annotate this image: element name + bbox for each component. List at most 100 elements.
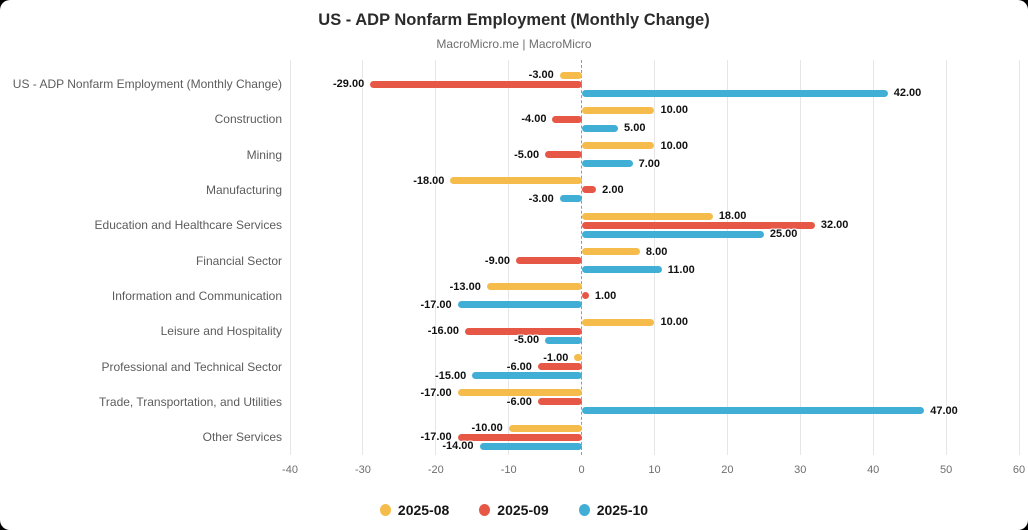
legend-marker-icon [379,504,391,516]
chart-title: US - ADP Nonfarm Employment (Monthly Cha… [318,11,710,29]
bar-2025-09-1[interactable] [370,80,582,88]
bar-2025-08-9[interactable] [574,354,582,362]
bar-2025-10-5[interactable] [581,230,764,238]
x-tick-label: -10 [500,464,517,476]
bar-2025-08-8[interactable] [581,318,655,326]
bar-2025-08-1[interactable] [559,71,582,79]
gridline [435,60,437,455]
bar-2025-10-8[interactable] [545,336,582,344]
x-tick-label: -40 [282,464,298,476]
value-label: -16.00 [427,325,459,338]
category-label: Manufacturing [205,182,282,197]
x-tick-label: 30 [794,464,807,476]
gridline [799,60,801,455]
value-label: -10.00 [471,422,503,435]
gridline [945,60,947,455]
value-label: -14.00 [442,440,474,453]
value-label: 5.00 [624,122,646,135]
gridline [289,60,291,455]
value-label: -5.00 [514,148,540,161]
bar-2025-08-5[interactable] [581,212,713,220]
bar-2025-09-6[interactable] [515,257,582,265]
value-label: -6.00 [506,395,532,408]
bar-2025-08-10[interactable] [457,389,582,397]
legend-label: 2025-10 [596,502,649,518]
x-tick-label: 50 [939,464,953,476]
bar-2025-08-11[interactable] [508,424,582,432]
legend-marker-icon [578,504,590,516]
value-label: 2.00 [602,183,624,196]
legend: 2025-08 2025-09 2025-10 [0,502,1028,518]
value-label: -1.00 [543,351,569,364]
legend-item-2025-09[interactable]: 2025-09 [479,502,549,518]
bar-2025-08-7[interactable] [486,283,582,291]
bar-2025-10-1[interactable] [581,89,888,97]
value-label: 1.00 [594,289,617,302]
x-tick-label: -30 [354,464,371,476]
bar-2025-08-4[interactable] [450,177,582,185]
value-label: 10.00 [660,104,689,117]
value-label: 7.00 [638,157,661,170]
value-label: -17.00 [420,386,452,399]
x-tick-label: 10 [648,464,661,476]
x-tick-label: 60 [1012,464,1026,476]
x-axis-labels: -40 -30 -20 -10 0 10 20 30 40 50 60 [0,464,1028,480]
gridline [726,60,728,455]
value-label: -5.00 [514,334,540,347]
x-tick-label: -20 [427,464,444,476]
value-label: 47.00 [930,404,958,417]
value-label: -3.00 [528,69,554,81]
legend-item-2025-08[interactable]: 2025-08 [379,502,449,518]
gridline [654,60,655,455]
bar-2025-09-4[interactable] [581,186,597,194]
category-label: Information and Communication [111,288,282,303]
plot-area: -3.00 10.00 10.00 -18.00 18.00 8.00 -13.00 10.0… [289,60,1020,455]
value-label: -17.00 [420,431,452,444]
value-label: 18.00 [718,210,747,223]
value-label: -13.00 [449,280,481,293]
x-tick-label: 40 [867,464,880,476]
bar-2025-10-10[interactable] [581,407,925,415]
bar-2025-10-6[interactable] [581,266,662,274]
bar-2025-10-2[interactable] [581,124,619,132]
category-label: Professional and Technical Sector [101,359,282,374]
bar-2025-09-3[interactable] [545,151,582,159]
value-label: 10.00 [660,316,689,329]
value-label: -4.00 [521,113,547,126]
gridline [872,60,874,455]
value-label: -17.00 [420,298,452,311]
gridline [362,60,364,455]
bar-2025-10-11[interactable] [479,442,582,450]
category-label: Mining [246,147,282,162]
value-label: -15.00 [435,369,467,382]
category-label: US - ADP Nonfarm Employment (Monthly Cha… [12,77,282,91]
value-label: -29.00 [333,78,365,90]
legend-label: 2025-09 [497,502,549,518]
bar-2025-10-3[interactable] [581,160,633,168]
bar-2025-09-8[interactable] [464,327,582,335]
value-label: 32.00 [820,219,849,232]
bar-2025-09-5[interactable] [581,221,815,229]
bar-2025-09-10[interactable] [537,398,582,406]
bar-2025-09-7[interactable] [581,292,589,300]
value-label: 42.00 [893,87,922,99]
bar-2025-08-3[interactable] [581,142,655,150]
bar-2025-10-7[interactable] [457,301,582,309]
zero-line [581,60,583,455]
bar-2025-10-4[interactable] [559,195,582,203]
bar-2025-08-6[interactable] [581,248,640,256]
gridline [508,60,510,455]
category-label: Education and Healthcare Services [94,218,282,233]
bar-2025-09-9[interactable] [537,363,582,371]
y-axis-labels: US - ADP Nonfarm Employment (Monthly Cha… [0,60,282,455]
bar-2025-10-9[interactable] [472,372,582,380]
x-tick-label: 0 [578,464,585,476]
value-label: 11.00 [667,263,695,276]
legend-marker-icon [479,504,491,516]
legend-item-2025-10[interactable]: 2025-10 [578,502,649,518]
bar-2025-08-2[interactable] [581,106,655,114]
bar-2025-09-2[interactable] [552,115,582,123]
bar-2025-09-11[interactable] [457,433,582,441]
value-label: -9.00 [484,254,510,267]
